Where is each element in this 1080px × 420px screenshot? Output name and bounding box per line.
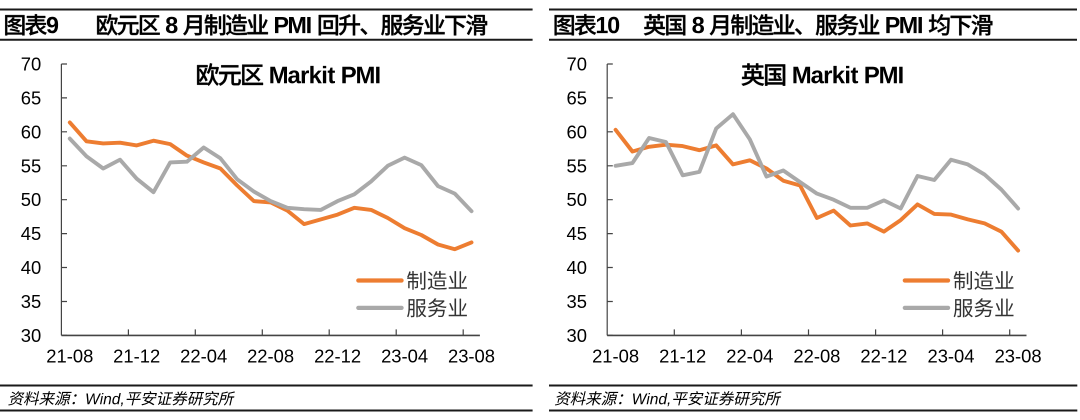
svg-text:22-08: 22-08 xyxy=(247,346,294,367)
svg-text:23-08: 23-08 xyxy=(448,346,495,367)
svg-text:60: 60 xyxy=(567,121,587,142)
svg-text:23-04: 23-04 xyxy=(381,346,428,367)
svg-text:65: 65 xyxy=(567,87,587,108)
svg-text:21-12: 21-12 xyxy=(659,346,706,367)
svg-text:22-04: 22-04 xyxy=(180,346,227,367)
svg-text:50: 50 xyxy=(567,189,587,210)
svg-text:23-08: 23-08 xyxy=(995,346,1042,367)
svg-text:30: 30 xyxy=(21,325,41,346)
svg-text:22-04: 22-04 xyxy=(726,346,773,367)
svg-text:65: 65 xyxy=(21,87,41,108)
svg-text:40: 40 xyxy=(21,257,41,278)
svg-text:50: 50 xyxy=(21,189,41,210)
svg-text:35: 35 xyxy=(567,291,587,312)
svg-text:30: 30 xyxy=(567,325,587,346)
svg-text:70: 70 xyxy=(21,54,41,75)
svg-text:45: 45 xyxy=(567,223,587,244)
svg-text:45: 45 xyxy=(21,223,41,244)
svg-text:70: 70 xyxy=(567,54,587,75)
svg-text:55: 55 xyxy=(21,155,41,176)
svg-text:22-08: 22-08 xyxy=(793,346,840,367)
svg-text:21-12: 21-12 xyxy=(113,346,160,367)
svg-text:21-08: 21-08 xyxy=(592,346,639,367)
svg-text:23-04: 23-04 xyxy=(927,346,974,367)
svg-text:22-12: 22-12 xyxy=(314,346,361,367)
svg-text:21-08: 21-08 xyxy=(46,346,93,367)
svg-text:55: 55 xyxy=(567,155,587,176)
svg-text:22-12: 22-12 xyxy=(860,346,907,367)
svg-text:35: 35 xyxy=(21,291,41,312)
svg-text:60: 60 xyxy=(21,121,41,142)
svg-text:40: 40 xyxy=(567,257,587,278)
